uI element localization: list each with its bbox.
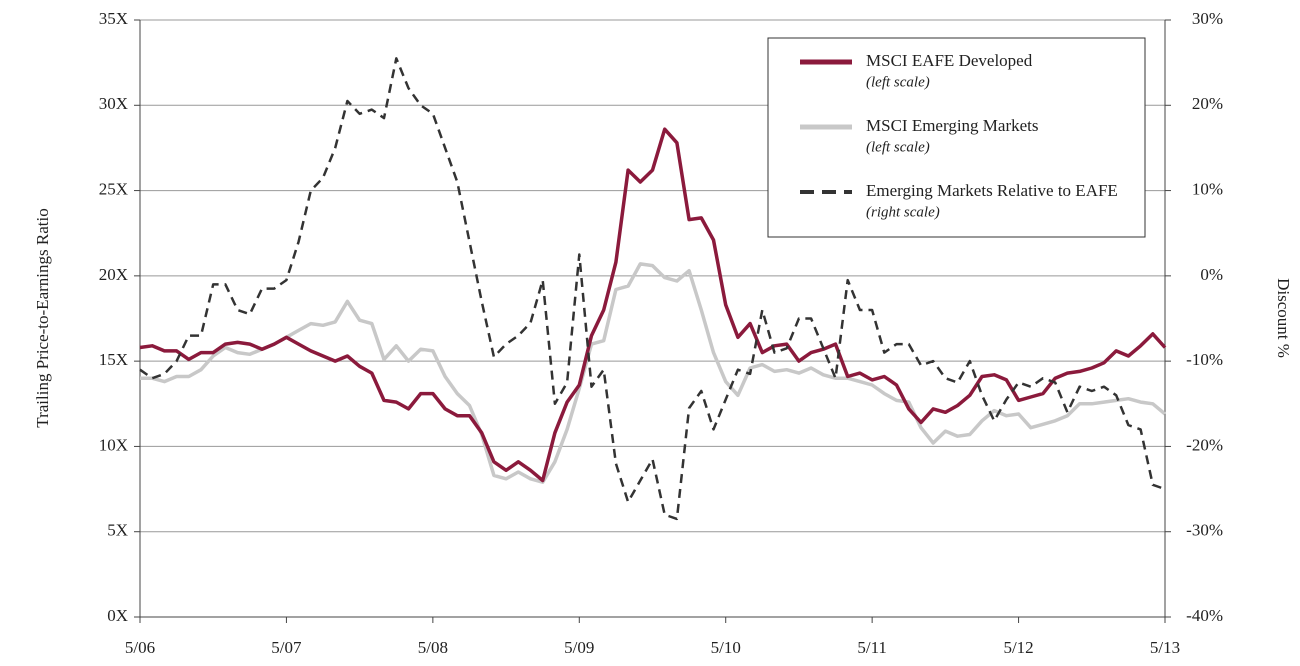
y-tick-label: 0X [107, 606, 128, 625]
y2-axis-label: Discount % [1274, 278, 1293, 358]
y-tick-label: 35X [99, 9, 128, 28]
x-tick-label: 5/08 [418, 638, 448, 657]
y2-tick-label: -20% [1186, 435, 1223, 454]
y-tick-label: 25X [99, 179, 128, 198]
x-tick-label: 5/11 [857, 638, 887, 657]
y2-tick-label: 0% [1200, 265, 1223, 284]
y2-tick-label: 20% [1192, 94, 1223, 113]
y-tick-label: 15X [99, 350, 128, 369]
legend-note: (left scale) [866, 74, 930, 90]
y-tick-label: 20X [99, 265, 128, 284]
y-axis-label: Trailing Price-to-Earnings Ratio [33, 208, 52, 427]
series-line [140, 262, 1167, 484]
y2-tick-label: -30% [1186, 521, 1223, 540]
x-tick-label: 5/13 [1150, 638, 1180, 657]
y2-tick-label: 30% [1192, 9, 1223, 28]
series-line [139, 127, 1167, 483]
x-tick-label: 5/06 [125, 638, 155, 657]
legend-box [767, 37, 1146, 238]
y-tick-label: 30X [99, 94, 128, 113]
legend-label: MSCI EAFE Developed [866, 51, 1033, 70]
legend-note: (left scale) [866, 139, 930, 155]
x-tick-label: 5/10 [711, 638, 741, 657]
y2-tick-label: -10% [1186, 350, 1223, 369]
x-tick-label: 5/07 [271, 638, 302, 657]
y2-tick-label: 10% [1192, 179, 1223, 198]
y-tick-label: 10X [99, 435, 128, 454]
legend-label: MSCI Emerging Markets [866, 116, 1039, 135]
legend-note: (right scale) [866, 204, 940, 220]
legend-label: Emerging Markets Relative to EAFE [866, 181, 1118, 200]
y2-tick-label: -40% [1186, 606, 1223, 625]
x-tick-label: 5/09 [564, 638, 594, 657]
y-tick-label: 5X [107, 521, 128, 540]
x-tick-label: 5/12 [1003, 638, 1033, 657]
